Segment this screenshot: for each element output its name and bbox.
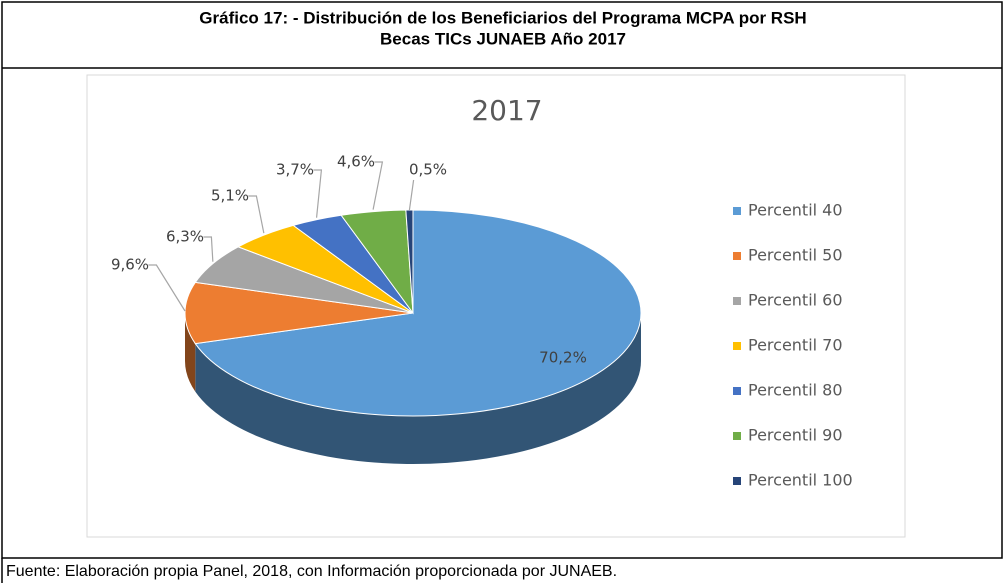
source: Fuente: Elaboración propia Panel, 2018, … [6, 563, 617, 580]
legend-label: Percentil 90 [748, 426, 843, 445]
legend-swatch [733, 252, 741, 260]
data-label: 3,7% [276, 161, 314, 179]
legend-swatch [733, 342, 741, 350]
legend-swatch [733, 477, 741, 485]
legend-swatch [733, 207, 741, 215]
data-label: 70,2% [539, 349, 587, 367]
legend-label: Percentil 80 [748, 381, 843, 400]
slice [184, 281, 414, 345]
slice [194, 209, 642, 417]
legend-label: Percentil 100 [748, 471, 853, 490]
legend-label: Percentil 60 [748, 291, 843, 310]
legend-swatch [733, 387, 741, 395]
leader-line [372, 161, 384, 210]
data-label: 5,1% [211, 187, 249, 205]
leader-line [248, 195, 265, 234]
chart-title: 2017 [471, 94, 542, 127]
slice-side [195, 313, 641, 464]
legend-label: Percentil 70 [748, 336, 843, 355]
data-label: 9,6% [111, 256, 149, 274]
data-label: 0,5% [409, 161, 447, 179]
frame [1, 1, 1003, 559]
data-label: 4,6% [337, 153, 375, 171]
leader-line [148, 264, 186, 312]
leader-line [313, 169, 323, 218]
legend-swatch [733, 297, 741, 305]
header-line: Becas TICs JUNAEB Año 2017 [380, 29, 626, 48]
slice-side [185, 313, 196, 392]
legend-swatch [733, 432, 741, 440]
slice [405, 209, 414, 314]
leader-line [203, 236, 214, 262]
data-label: 6,3% [166, 228, 204, 246]
legend-label: Percentil 40 [748, 201, 843, 220]
legend-label: Percentil 50 [748, 246, 843, 265]
header-line: Gráfico 17: - Distribución de los Benefi… [199, 8, 806, 27]
leader-line [408, 179, 415, 211]
